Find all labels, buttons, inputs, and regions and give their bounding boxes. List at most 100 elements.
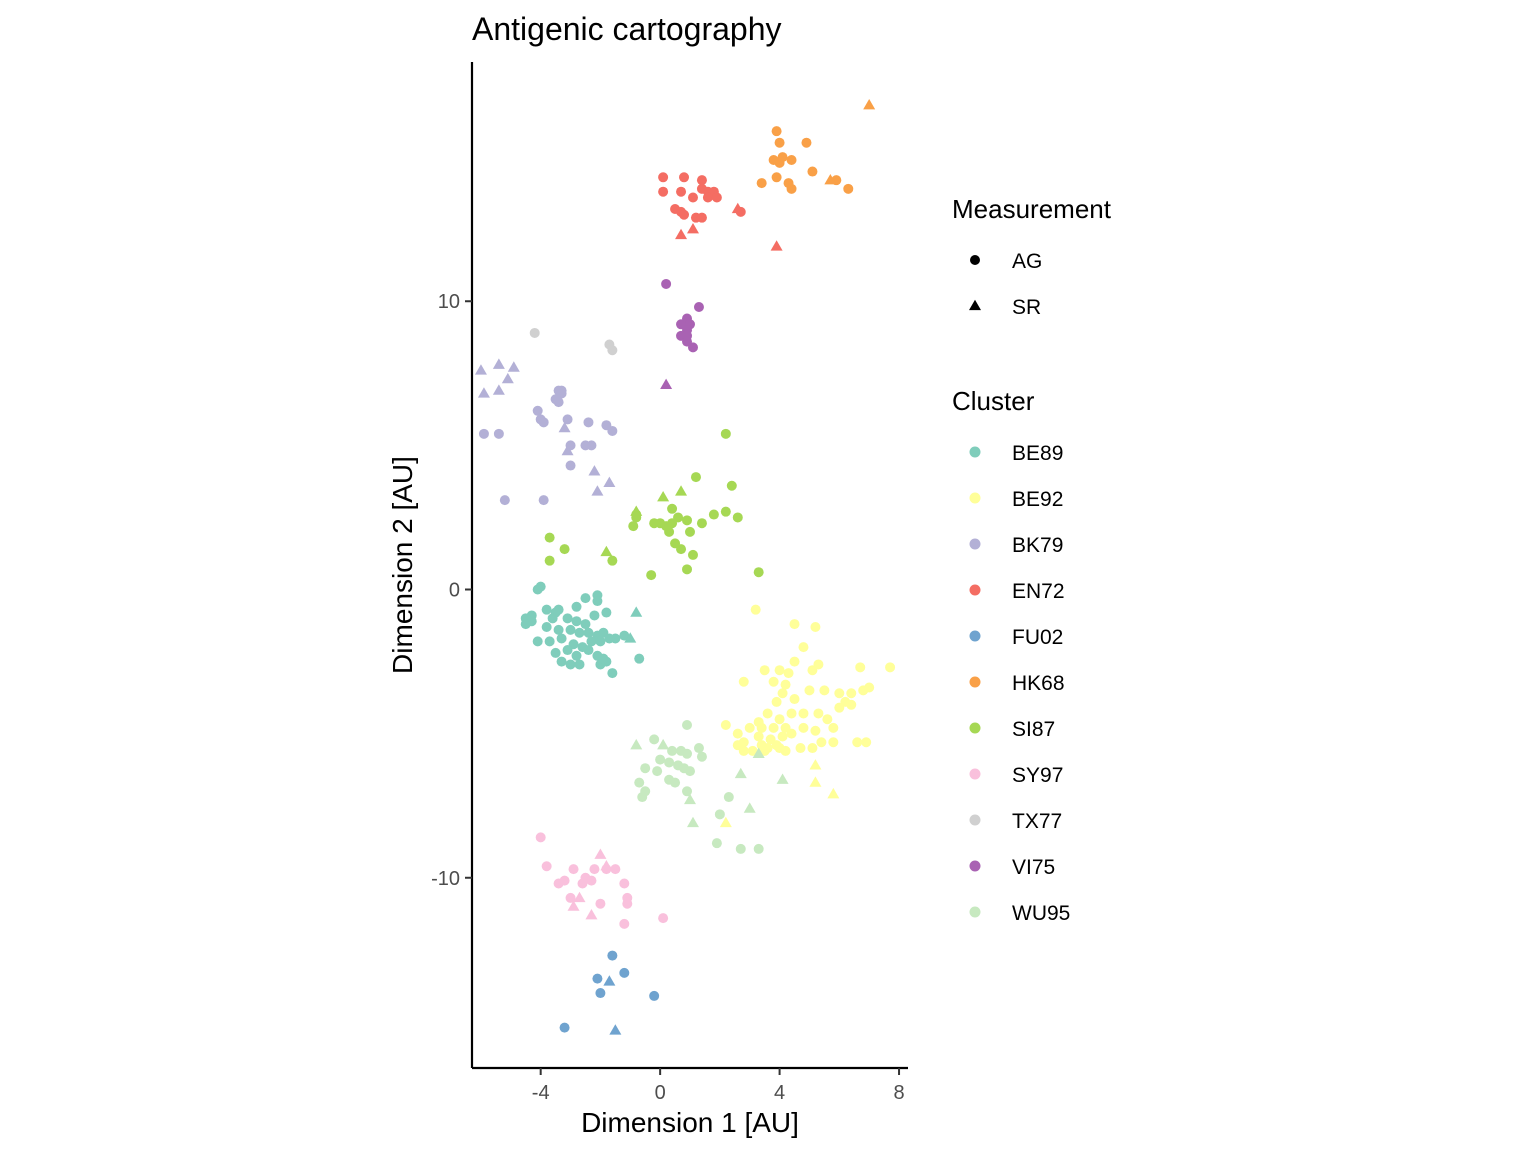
cluster-legend-title: Cluster: [952, 386, 1035, 416]
x-axis-ticks: -4 0 4 8: [532, 1068, 905, 1104]
data-point-en72-ag: [696, 175, 707, 186]
legend-label-wu95: WU95: [1012, 902, 1070, 925]
data-point-be89-ag: [592, 596, 603, 607]
legend-label-fu02: FU02: [1012, 626, 1063, 649]
data-point-bk79-sr: [591, 485, 604, 496]
data-point-en72-ag: [658, 186, 669, 197]
data-point-be89-ag: [583, 645, 594, 656]
data-point-si87-ag: [720, 428, 731, 439]
legend-key-fu02: [969, 630, 981, 642]
legend-key-hk68: [969, 676, 981, 688]
data-point-bk79-ag: [478, 428, 489, 439]
data-point-wu95-ag: [711, 838, 722, 849]
data-point-be89-ag: [532, 636, 543, 647]
data-point-be89-ag: [562, 613, 573, 624]
legend-label-bk79: BK79: [1012, 534, 1063, 557]
legend-key-be89: [969, 446, 981, 458]
data-point-be92-ag: [780, 745, 791, 756]
data-point-be89-ag: [601, 607, 612, 618]
data-point-be89-ag: [544, 636, 555, 647]
data-point-bk79-ag: [562, 414, 573, 425]
data-point-be89-ag: [589, 610, 600, 621]
data-point-be92-ag: [759, 745, 770, 756]
data-point-sy97-ag: [619, 878, 630, 889]
data-point-be92-ag: [759, 665, 770, 676]
legend-label-si87: SI87: [1012, 718, 1055, 741]
x-tick-label: 4: [774, 1082, 785, 1104]
data-point-sy97-ag: [565, 892, 576, 903]
data-point-be92-ag: [789, 619, 800, 630]
data-point-be89-ag: [562, 645, 573, 656]
data-point-fu02-sr: [603, 975, 616, 986]
data-point-bk79-ag: [493, 428, 504, 439]
data-point-bk79-ag: [532, 405, 543, 416]
data-point-be92-ag: [813, 708, 824, 719]
data-point-wu95-sr: [743, 802, 756, 813]
data-point-en72-ag: [711, 192, 722, 203]
data-point-wu95-ag: [685, 766, 695, 777]
data-point-be92-ag: [813, 659, 824, 670]
legend-key-sy97: [969, 768, 981, 780]
data-point-be92-ag: [861, 737, 872, 748]
data-point-be92-ag: [855, 662, 866, 673]
data-point-wu95-sr: [752, 747, 765, 758]
data-point-hk68-sr: [824, 173, 837, 185]
data-point-be92-ag: [828, 722, 839, 733]
data-point-sy97-ag: [658, 913, 669, 924]
data-point-be89-ag: [556, 633, 567, 644]
data-point-en72-ag: [658, 172, 669, 183]
data-point-be89-ag: [541, 604, 552, 615]
data-point-wu95-ag: [696, 751, 707, 762]
data-point-hk68-ag: [786, 183, 797, 194]
data-point-sy97-sr: [567, 900, 580, 911]
legend-label-sr: SR: [1012, 296, 1041, 319]
measurement-legend-title: Measurement: [952, 194, 1112, 224]
data-point-bk79-ag: [583, 417, 594, 428]
data-point-sy97-ag: [577, 878, 588, 889]
data-point-be92-ag: [756, 722, 767, 733]
data-point-en72-ag: [702, 192, 713, 203]
data-point-be89-ag: [556, 656, 567, 667]
legend-label-hk68: HK68: [1012, 672, 1065, 695]
data-point-en72-ag: [687, 192, 698, 203]
data-point-be92-ag: [750, 604, 761, 615]
data-point-bk79-ag: [499, 495, 510, 506]
data-point-bk79-sr: [492, 358, 505, 369]
data-point-en72-sr: [770, 240, 783, 251]
data-point-be92-ag: [747, 745, 758, 756]
data-point-sy97-ag: [589, 864, 600, 875]
data-point-sy97-ag: [595, 898, 606, 909]
data-point-vi75-ag: [687, 342, 698, 353]
data-point-wu95-ag: [723, 792, 734, 803]
y-axis-title: Dimension 2 [AU]: [387, 456, 418, 674]
data-point-be92-ag: [732, 728, 743, 739]
data-point-be92-ag: [828, 737, 839, 748]
legend-key-vi75: [969, 860, 981, 872]
chart-title: Antigenic cartography: [472, 11, 782, 47]
data-point-si87-ag: [646, 570, 657, 581]
legend-key-en72: [969, 584, 981, 596]
data-point-be92-sr: [809, 759, 822, 770]
data-point-en72-sr: [686, 222, 699, 234]
data-point-be92-ag: [789, 656, 800, 667]
data-point-be92-ag: [762, 708, 773, 719]
data-point-be92-ag: [810, 725, 821, 736]
data-point-si87-sr: [630, 505, 643, 516]
data-point-si87-ag: [664, 526, 675, 537]
data-point-si87-ag: [667, 503, 678, 514]
data-point-be92-ag: [768, 676, 779, 687]
data-point-be92-ag: [798, 722, 809, 733]
legend-label-ag: AG: [1012, 250, 1042, 273]
data-point-si87-ag: [687, 549, 698, 560]
data-point-en72-ag: [679, 209, 690, 220]
data-point-be92-ag: [822, 714, 833, 725]
data-point-en72-ag: [679, 172, 690, 183]
data-point-wu95-sr: [776, 773, 789, 784]
data-point-be89-ag: [586, 636, 597, 647]
data-point-sy97-sr: [573, 891, 586, 903]
data-point-be89-ag: [619, 630, 630, 641]
data-point-be89-ag: [550, 647, 561, 658]
data-point-be89-ag: [574, 627, 585, 638]
data-point-si87-ag: [607, 555, 618, 566]
